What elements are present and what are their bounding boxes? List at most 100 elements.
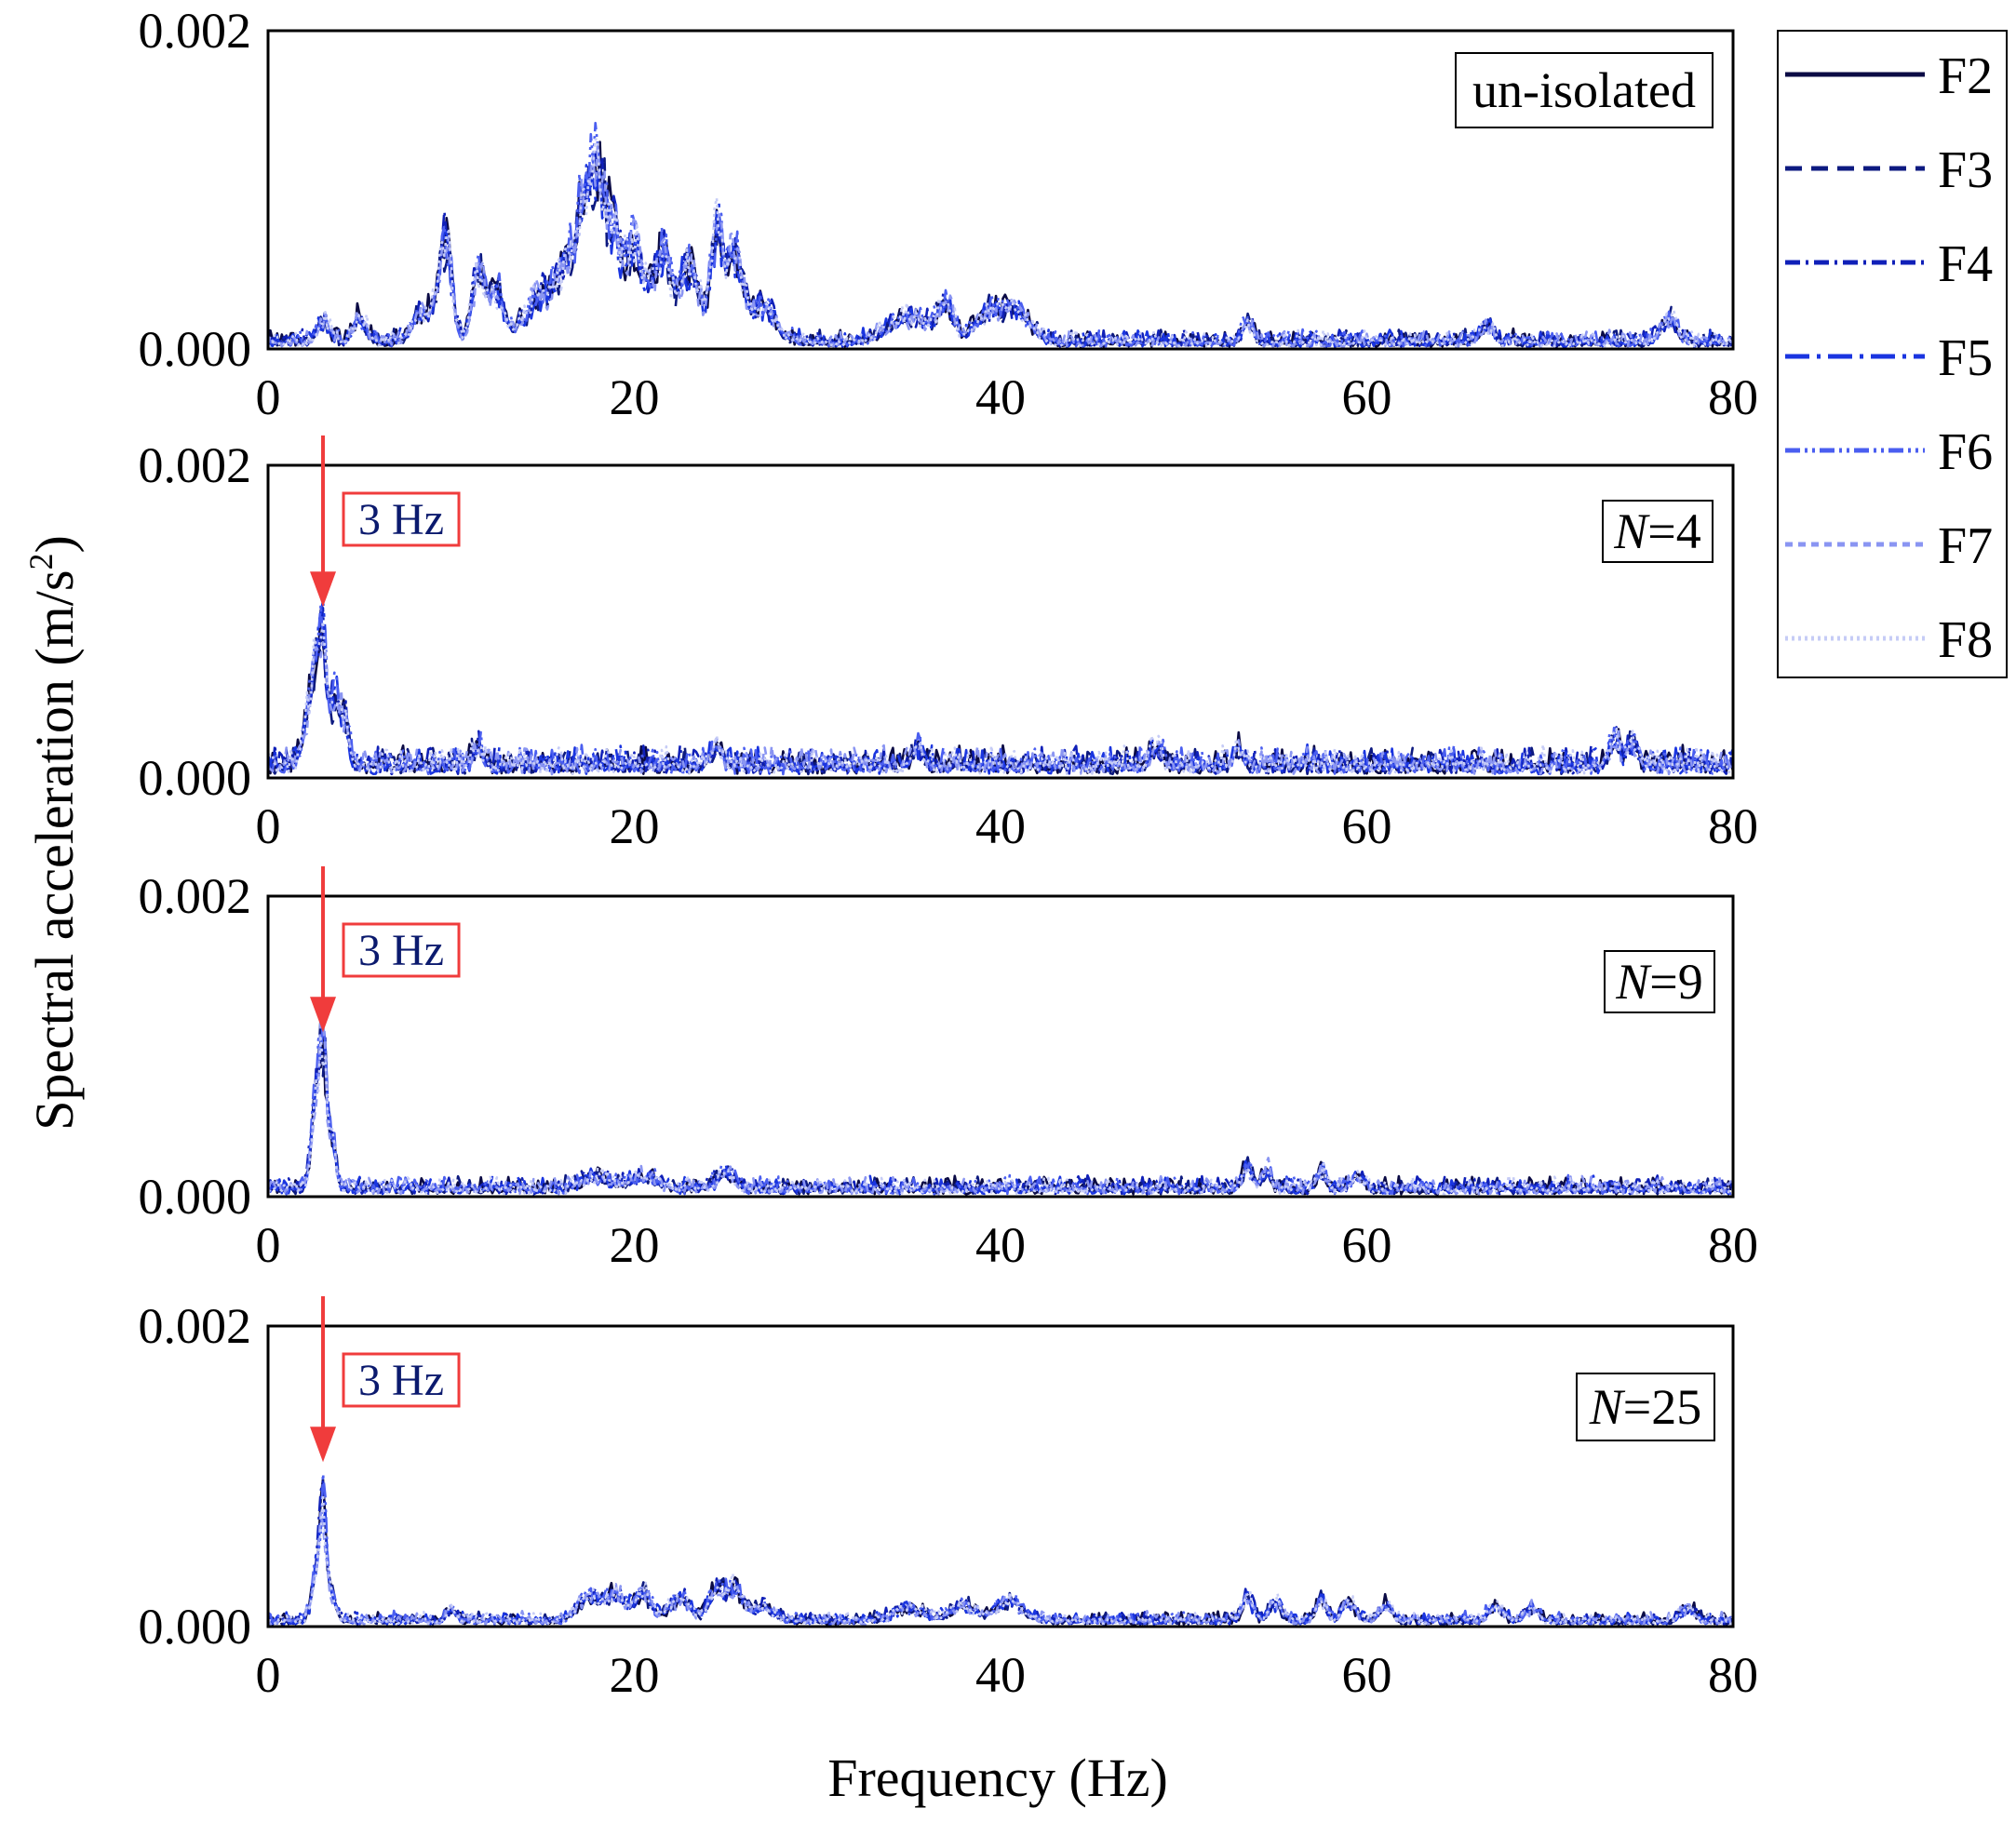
series-F2-line [268,1017,1733,1196]
legend-item-F6: F6 [1785,423,1993,481]
panel-label: N=25 [1589,1379,1702,1435]
y-tick-label: 0.002 [139,3,252,59]
spectra [268,599,1733,776]
legend-item-F8: F8 [1785,611,1993,669]
y-axis-title-main: Spectral acceleration (m/s [24,570,85,1131]
x-tick-label: 0 [256,1647,281,1703]
series-F7-line [268,640,1733,776]
annotation-3hz: 3 Hz [310,1296,461,1463]
x-tick-label: 60 [1342,369,1392,425]
panel-2: 0 20 40 60 80 0.000 0.002 N=4 3 Hz [139,435,1758,854]
panel-label-box [1455,52,1714,128]
x-tick-label: 20 [610,369,660,425]
legend-label: F6 [1938,423,1993,481]
annotation-arrow-head [310,997,337,1033]
legend-label: F2 [1938,47,1993,105]
panel-4: 0 20 40 60 80 0.000 0.002 N=25 3 Hz [139,1296,1758,1703]
legend-label: F7 [1938,517,1993,575]
x-tick-label: 80 [1708,1647,1758,1703]
annotation-box [342,1352,461,1408]
x-tick-label: 20 [610,1217,660,1273]
series-F6-line [268,1472,1733,1627]
panel-label-box [1576,1373,1715,1441]
legend: F2 F3 F4 F5 F6 F7 F8 [1777,30,2008,678]
panel-label-value: =9 [1649,954,1702,1010]
x-axis-title: Frequency (Hz) [827,1748,1168,1808]
y-tick-label: 0.002 [139,868,252,924]
legend-item-F2: F2 [1785,47,1993,105]
panel-label-box [1602,500,1714,563]
y-tick-label: 0.002 [139,1298,252,1354]
plot-frame [266,894,1735,1199]
panel-label: N=9 [1615,954,1703,1010]
series-F4-line [268,1037,1733,1196]
panel-3: 0 20 40 60 80 0.000 0.002 N=9 3 Hz [139,866,1758,1273]
series-F7-line [268,141,1733,349]
legend-box [1777,30,2008,678]
y-tick-label: 0.000 [139,1599,252,1655]
annotation-box [342,491,461,547]
series-F3-line [268,1520,1733,1627]
x-tick-label: 20 [610,1647,660,1703]
legend-item-F4: F4 [1785,235,1993,293]
y-tick-label: 0.000 [139,321,252,377]
legend-label: F8 [1938,611,1993,669]
annotation-3hz: 3 Hz [310,435,461,608]
series-F6-line [268,1018,1733,1196]
series-F8-line [268,1493,1733,1627]
plot-frame [266,1324,1735,1628]
spectra [268,121,1733,349]
legend-label: F3 [1938,141,1993,199]
annotation-arrow-head [310,1427,337,1463]
x-tick-label: 80 [1708,369,1758,425]
panel-label-value: =4 [1647,503,1700,559]
annotation-label: 3 Hz [358,495,444,544]
y-tick-label: 0.002 [139,437,252,493]
y-tick-label: 0.000 [139,1169,252,1225]
series-F5-line [268,1510,1733,1627]
panel-label-variable: N [1589,1379,1626,1435]
x-tick-label: 20 [610,798,660,854]
legend-item-F3: F3 [1785,141,1993,199]
series-F5-line [268,1042,1733,1196]
y-axis-title-close: ) [24,535,85,553]
x-tick-label: 40 [975,798,1026,854]
x-tick-label: 40 [975,369,1026,425]
panel-label: N=4 [1613,503,1701,559]
panel-label: un-isolated [1472,62,1696,118]
annotation-arrow-head [310,571,337,608]
series-F7-line [268,1014,1733,1196]
x-tick-label: 80 [1708,798,1758,854]
x-tick-label: 80 [1708,1217,1758,1273]
series-F4-line [268,151,1733,349]
x-tick-label: 0 [256,1217,281,1273]
panel-label-variable: N [1613,503,1650,559]
spectra [268,1014,1733,1196]
series-F3-line [268,1014,1733,1196]
panel-1: 0 20 40 60 80 0.000 0.002 un-isolated [139,3,1759,425]
series-F8-line [268,1037,1733,1196]
panel-label-value: =25 [1623,1379,1701,1435]
plot-frame [266,29,1735,351]
annotation-label: 3 Hz [358,926,444,975]
x-tick-label: 60 [1342,1647,1392,1703]
x-tick-label: 0 [256,369,281,425]
series-F6-line [268,603,1733,776]
annotation-label: 3 Hz [358,1356,444,1405]
y-axis-title: Spectral acceleration (m/s2) [22,535,85,1131]
y-tick-label: 0.000 [139,750,252,806]
x-tick-label: 60 [1342,1217,1392,1273]
annotation-box [342,922,461,978]
legend-item-F7: F7 [1785,517,1993,575]
x-tick-label: 60 [1342,798,1392,854]
y-axis-title-superscript: 2 [22,554,60,570]
legend-label: F4 [1938,235,1993,293]
x-tick-label: 0 [256,798,281,854]
series-F8-line [268,138,1733,348]
series-F6-line [268,121,1733,349]
panel-label-variable: N [1615,954,1652,1010]
plot-frame [266,463,1735,780]
series-F5-line [268,164,1733,349]
